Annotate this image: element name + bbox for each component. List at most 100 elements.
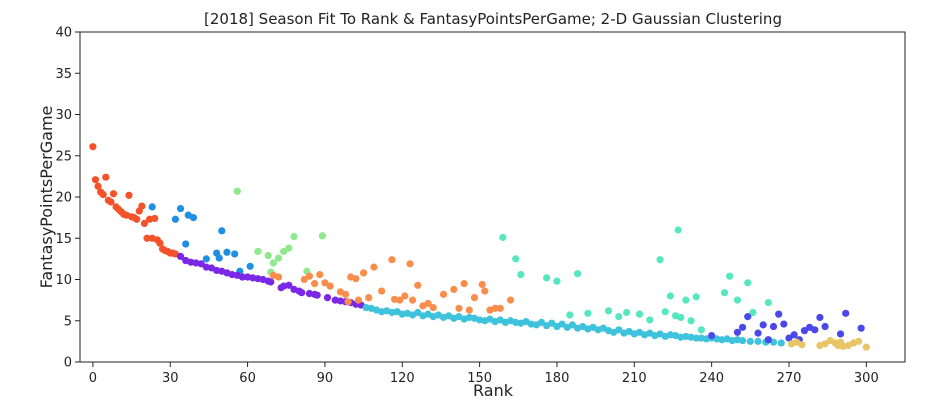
- y-tick-label: 30: [55, 108, 72, 123]
- data-point: [744, 279, 752, 287]
- data-point: [622, 308, 631, 317]
- data-point: [396, 296, 404, 304]
- data-point: [215, 254, 223, 262]
- data-point: [800, 327, 809, 335]
- data-point: [738, 336, 747, 345]
- data-point: [780, 320, 788, 328]
- data-point: [615, 313, 623, 321]
- data-point: [285, 244, 293, 252]
- point-cluster: [233, 187, 326, 276]
- data-point: [321, 279, 329, 287]
- data-point: [388, 256, 396, 264]
- data-point: [359, 269, 368, 277]
- data-point: [290, 233, 298, 241]
- y-tick-label: 40: [55, 26, 72, 41]
- x-tick-label: 180: [545, 371, 570, 386]
- data-point: [151, 214, 159, 223]
- data-point: [777, 339, 785, 347]
- data-point: [91, 176, 100, 184]
- data-point: [470, 294, 479, 302]
- data-point: [274, 254, 283, 262]
- data-point: [775, 310, 783, 318]
- x-tick-label: 120: [390, 371, 415, 386]
- x-axis: 0 30 60 90 120 150 180 210 240 270 300: [89, 362, 879, 386]
- data-point: [352, 275, 360, 283]
- data-point: [656, 256, 664, 264]
- data-point: [238, 273, 247, 281]
- data-point: [465, 306, 473, 314]
- data-point: [99, 190, 107, 199]
- data-point: [125, 191, 133, 199]
- data-point: [264, 251, 272, 260]
- data-point: [769, 322, 778, 331]
- data-point: [254, 247, 262, 256]
- x-tick-label: 210: [622, 371, 647, 386]
- data-point: [790, 331, 798, 339]
- data-point: [341, 290, 350, 298]
- data-point: [107, 198, 115, 206]
- data-point: [311, 280, 319, 288]
- data-point: [439, 290, 448, 298]
- data-point: [176, 204, 185, 213]
- data-point: [109, 190, 118, 198]
- y-axis: 0 5 10 15 20 25 30 35 40: [55, 26, 80, 371]
- data-point: [406, 260, 414, 268]
- data-point: [231, 250, 239, 258]
- point-cluster: [708, 309, 865, 344]
- data-point: [233, 187, 241, 195]
- data-point: [674, 226, 682, 234]
- data-point: [512, 255, 520, 263]
- data-point: [857, 324, 865, 332]
- data-point: [682, 296, 690, 304]
- data-point: [298, 289, 306, 297]
- data-point: [94, 182, 102, 190]
- data-point: [414, 308, 422, 317]
- data-point: [558, 320, 566, 328]
- data-point: [733, 328, 742, 336]
- data-point: [176, 252, 185, 260]
- data-point: [568, 321, 577, 329]
- data-point: [401, 292, 409, 300]
- data-point: [785, 334, 793, 342]
- data-point: [491, 304, 499, 312]
- data-point: [573, 270, 582, 278]
- point-cluster: [89, 143, 179, 258]
- data-point: [738, 323, 747, 331]
- x-tick-label: 270: [777, 371, 802, 386]
- data-point: [102, 173, 110, 181]
- data-point: [285, 281, 293, 289]
- data-point: [726, 272, 734, 280]
- y-tick-label: 25: [55, 149, 72, 164]
- data-point: [478, 280, 486, 289]
- data-point: [746, 337, 754, 345]
- data-point: [811, 326, 819, 334]
- data-point: [218, 227, 226, 235]
- point-cluster: [362, 303, 785, 347]
- x-tick-label: 0: [89, 371, 97, 386]
- data-point: [143, 234, 151, 242]
- data-point: [202, 255, 210, 263]
- data-point: [661, 308, 669, 316]
- data-point: [189, 214, 198, 222]
- point-cluster: [148, 203, 254, 275]
- data-point: [687, 317, 695, 325]
- data-point: [816, 313, 824, 322]
- x-tick-label: 60: [239, 371, 256, 386]
- x-tick-label: 30: [162, 371, 179, 386]
- data-point: [764, 299, 772, 307]
- data-point: [677, 313, 685, 322]
- data-point: [323, 294, 332, 302]
- x-tick-label: 300: [854, 371, 879, 386]
- data-point: [414, 281, 422, 289]
- data-point: [148, 203, 156, 211]
- data-point: [821, 322, 829, 331]
- point-cluster: [787, 336, 870, 351]
- data-point: [460, 280, 468, 288]
- data-point: [692, 334, 700, 342]
- data-point: [517, 270, 525, 279]
- point-cluster: [499, 226, 772, 334]
- data-point: [267, 278, 275, 286]
- data-point: [365, 294, 373, 302]
- data-point: [764, 336, 772, 344]
- data-point: [862, 343, 870, 351]
